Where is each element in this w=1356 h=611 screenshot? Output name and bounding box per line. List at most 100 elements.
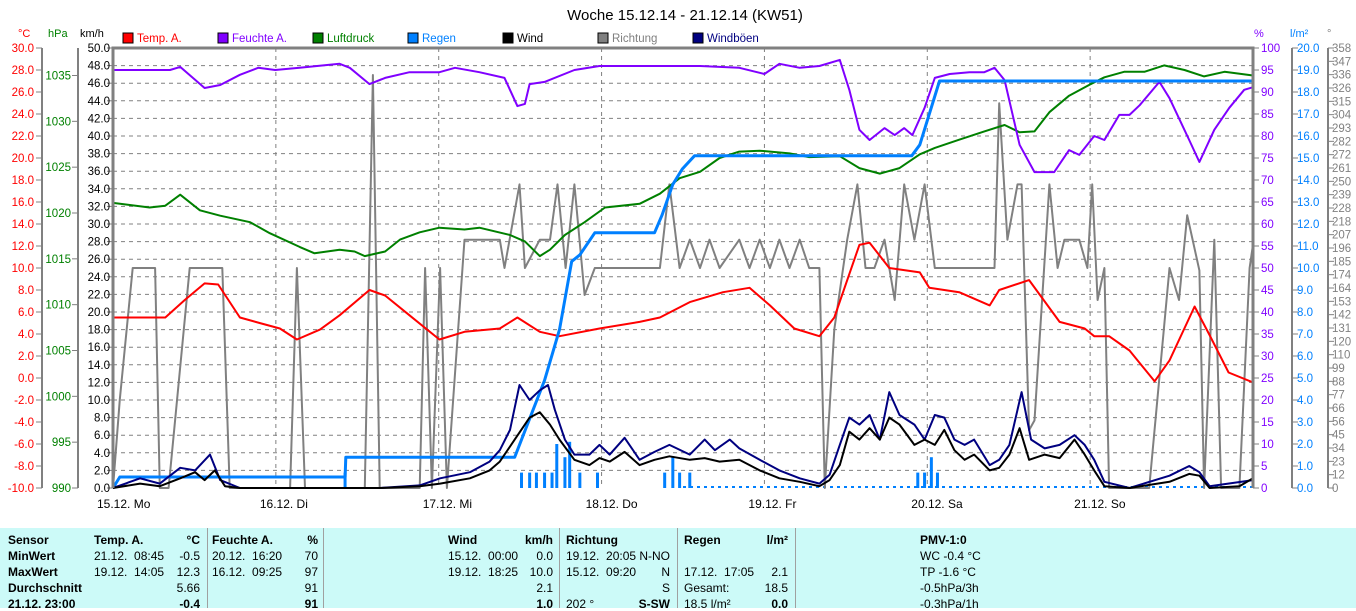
wind-tick-label: 6.0: [94, 430, 110, 442]
dir-tick-label: 34: [1332, 443, 1345, 455]
hum-tick-label: 20: [1261, 395, 1274, 407]
rain-tick-label: 6.0: [1297, 351, 1313, 363]
column-unit: %: [307, 533, 318, 547]
rain-tick-label: 13.0: [1297, 197, 1319, 209]
day-label: 18.12. Do: [586, 497, 638, 511]
cell-value: N: [661, 565, 670, 579]
dir-tick-label: 358: [1332, 43, 1351, 55]
cell-value: 0.0: [771, 597, 788, 611]
rain-tick-label: 17.0: [1297, 109, 1319, 121]
cell-date: 19.12. 18:25: [448, 565, 519, 579]
column-header: Richtung: [566, 533, 618, 547]
wind-tick-label: 12.0: [88, 377, 110, 389]
rain-bar: [534, 472, 538, 488]
dir-tick-label: 110: [1332, 350, 1350, 362]
rain-bar: [568, 441, 572, 488]
wind-tick-label: 0.0: [94, 483, 110, 495]
rain-tick-label: 12.0: [1297, 219, 1319, 231]
dir-tick-label: 174: [1332, 270, 1352, 282]
plot-border: [111, 46, 1255, 488]
cell-value: N-NO: [639, 549, 670, 563]
hum-tick-label: 80: [1261, 131, 1274, 143]
cell-value: 1.0: [536, 597, 553, 611]
wind-tick-label: 44.0: [88, 96, 110, 108]
legend-swatch: [407, 32, 419, 44]
hum-tick-label: 60: [1261, 219, 1274, 231]
cell-date: 16.12. 09:25: [212, 565, 283, 579]
press-tick-label: 1005: [45, 346, 71, 358]
series-windböen: [112, 384, 1254, 489]
hum-tick-label: 65: [1261, 197, 1274, 209]
temp-tick-label: 0.0: [18, 373, 34, 385]
column-divider: [559, 528, 560, 608]
cell-value: 5.66: [176, 581, 200, 595]
stats-table: Sensor MinWert MaxWert Durchschnitt 21.12. 2…: [0, 528, 1356, 611]
dir-tick-label: 293: [1332, 123, 1351, 135]
dir-tick-label: 282: [1332, 136, 1351, 148]
dir-tick-label: 326: [1332, 83, 1351, 95]
wind-tick-label: 46.0: [88, 78, 110, 90]
pmv-header: PMV-1:0: [920, 533, 967, 547]
hum-tick-label: 30: [1261, 351, 1274, 363]
rain-tick-label: 8.0: [1297, 307, 1313, 319]
legend-label: Feuchte A.: [232, 33, 287, 45]
rain-tick-label: 3.0: [1297, 417, 1313, 429]
wind-tick-label: 42.0: [88, 113, 110, 125]
legend-label: Regen: [422, 33, 456, 45]
column-divider: [795, 528, 796, 608]
dir-tick-label: 45: [1332, 430, 1345, 442]
rain-bars: [343, 441, 1253, 488]
dir-unit-label: °: [1327, 28, 1331, 40]
hum-unit-label: %: [1254, 28, 1264, 40]
hum-tick-label: 50: [1261, 263, 1274, 275]
rain-tick-label: 15.0: [1297, 153, 1319, 165]
pmv-value: TP -1.6 °C: [920, 565, 976, 579]
dir-tick-label: 23: [1332, 456, 1345, 468]
temp-tick-label: 4.0: [18, 329, 34, 341]
temp-tick-label: -6.0: [14, 439, 34, 451]
legend-swatch: [502, 32, 514, 44]
wind-tick-label: 24.0: [88, 272, 110, 284]
dir-tick-label: 0: [1332, 483, 1338, 495]
cell-date: 19.12. 20:05: [566, 549, 637, 563]
wind-tick-label: 38.0: [88, 149, 110, 161]
legend: Temp. A. Feuchte A. Luftdruck Regen Wind Rich…: [122, 32, 759, 45]
rain-tick-label: 4.0: [1297, 395, 1313, 407]
wind-tick-label: 14.0: [88, 360, 110, 372]
temp-tick-label: 26.0: [12, 87, 34, 99]
press-tick-label: 1000: [45, 391, 71, 403]
grid: [113, 48, 1253, 488]
temp-tick-label: 6.0: [18, 307, 34, 319]
dir-tick-label: 142: [1332, 310, 1351, 322]
legend-swatch: [597, 32, 609, 44]
rain-bar: [916, 472, 920, 488]
temp-tick-label: 22.0: [12, 131, 34, 143]
pmv-value: -0.3hPa/1h: [920, 597, 979, 611]
rain-bar: [923, 472, 927, 488]
dir-tick-label: 207: [1332, 230, 1351, 242]
rain-bar: [520, 472, 523, 488]
temp-tick-label: 14.0: [12, 219, 34, 231]
hum-tick-label: 90: [1261, 87, 1274, 99]
cell-value: 18.5: [764, 581, 788, 595]
dir-tick-label: 12: [1332, 470, 1345, 482]
series-feuchte-a: [113, 58, 1254, 174]
day-label: 19.12. Fr: [748, 497, 796, 511]
hum-tick-label: 0: [1261, 483, 1267, 495]
press-tick-label: 1025: [45, 162, 71, 174]
cell-value: S-SW: [638, 597, 670, 611]
temp-tick-label: 10.0: [12, 263, 34, 275]
hum-tick-label: 70: [1261, 175, 1274, 187]
hum-tick-label: 95: [1261, 65, 1274, 77]
press-tick-label: 1015: [45, 254, 71, 266]
pmv-value: WC -0.4 °C: [920, 549, 981, 563]
wind-tick-label: 34.0: [88, 184, 110, 196]
column-divider: [677, 528, 678, 608]
rain-bar: [343, 472, 347, 488]
dir-tick-label: 99: [1332, 363, 1345, 375]
rain-tick-label: 1.0: [1297, 461, 1313, 473]
day-label: 21.12. So: [1074, 497, 1126, 511]
wind-tick-label: 22.0: [88, 289, 110, 301]
legend-swatch: [692, 32, 704, 44]
rain-bar: [663, 472, 667, 488]
